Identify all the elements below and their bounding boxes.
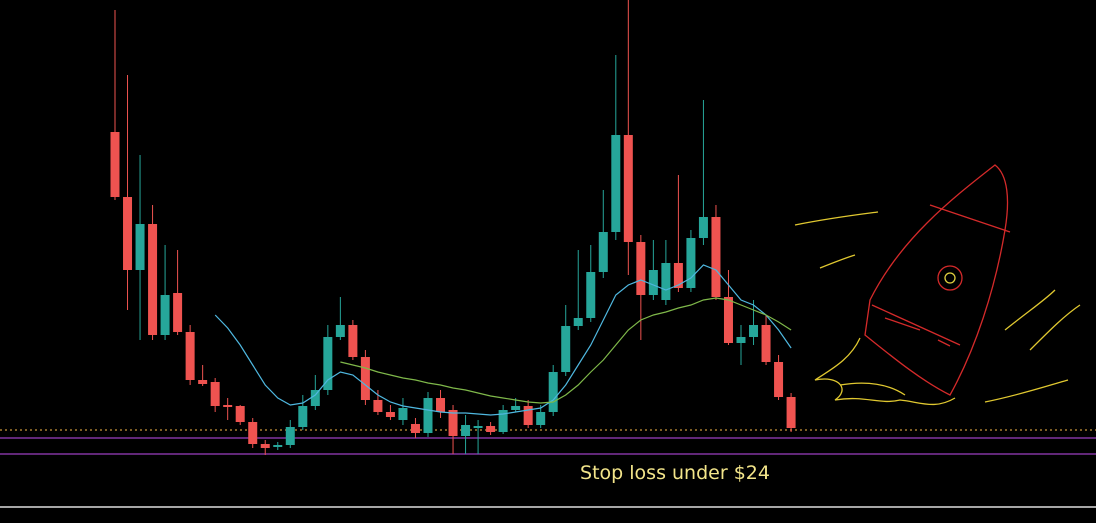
candle-body — [360, 357, 370, 400]
candle-body — [223, 405, 233, 407]
candle-body — [511, 406, 521, 410]
candle-body — [385, 412, 395, 417]
candle-body — [198, 380, 208, 384]
plot — [0, 0, 1096, 455]
candle-body — [548, 372, 558, 412]
candle-body — [461, 425, 471, 436]
candle-body — [686, 238, 696, 288]
candle-body — [260, 444, 270, 448]
candle-body — [561, 326, 571, 372]
candle-body — [586, 272, 596, 318]
candle-body — [611, 135, 621, 232]
candle-body — [298, 406, 308, 427]
candle-body — [536, 412, 546, 425]
candle-body — [448, 410, 458, 436]
candle-body — [498, 410, 508, 432]
candle-body — [285, 427, 295, 445]
candle-body — [598, 232, 608, 272]
candle-body — [636, 242, 646, 295]
candle-body — [648, 270, 658, 295]
candle-body — [110, 132, 120, 197]
candle-body — [410, 424, 420, 433]
candle-body — [523, 406, 533, 425]
candle-body — [473, 426, 483, 428]
candle-body — [486, 426, 496, 432]
candle-body — [273, 445, 283, 447]
moving-average — [214, 264, 792, 416]
candle-body — [661, 263, 671, 300]
candle-body — [673, 263, 683, 288]
moving-average — [340, 297, 792, 404]
candle-body — [335, 325, 345, 337]
candle-body — [786, 397, 796, 428]
candle-body — [774, 362, 784, 397]
candle-body — [135, 224, 145, 270]
candle-body — [323, 337, 333, 390]
candle-body — [761, 325, 771, 362]
candle-body — [210, 382, 220, 406]
candle-body — [160, 295, 170, 335]
candle-body — [123, 197, 133, 270]
candle-body — [436, 398, 446, 412]
candle-body — [698, 217, 708, 238]
annotation: Stop loss under $24 — [580, 462, 770, 484]
candle-body — [623, 135, 633, 242]
candle-body — [248, 422, 258, 444]
candle-body — [173, 293, 183, 332]
candle-body — [711, 217, 721, 297]
candle-body — [373, 400, 383, 412]
rocket-doodle — [794, 164, 1081, 406]
candle-body — [749, 325, 759, 337]
candle-body — [736, 337, 746, 343]
candle-body — [185, 332, 195, 380]
candle-body — [348, 325, 358, 357]
candle-body — [723, 297, 733, 343]
candle-body — [398, 408, 408, 420]
candle-body — [573, 318, 583, 326]
candle-body — [235, 406, 245, 422]
candle-body — [148, 224, 158, 335]
candle-body — [310, 390, 320, 406]
candle-body — [423, 398, 433, 433]
